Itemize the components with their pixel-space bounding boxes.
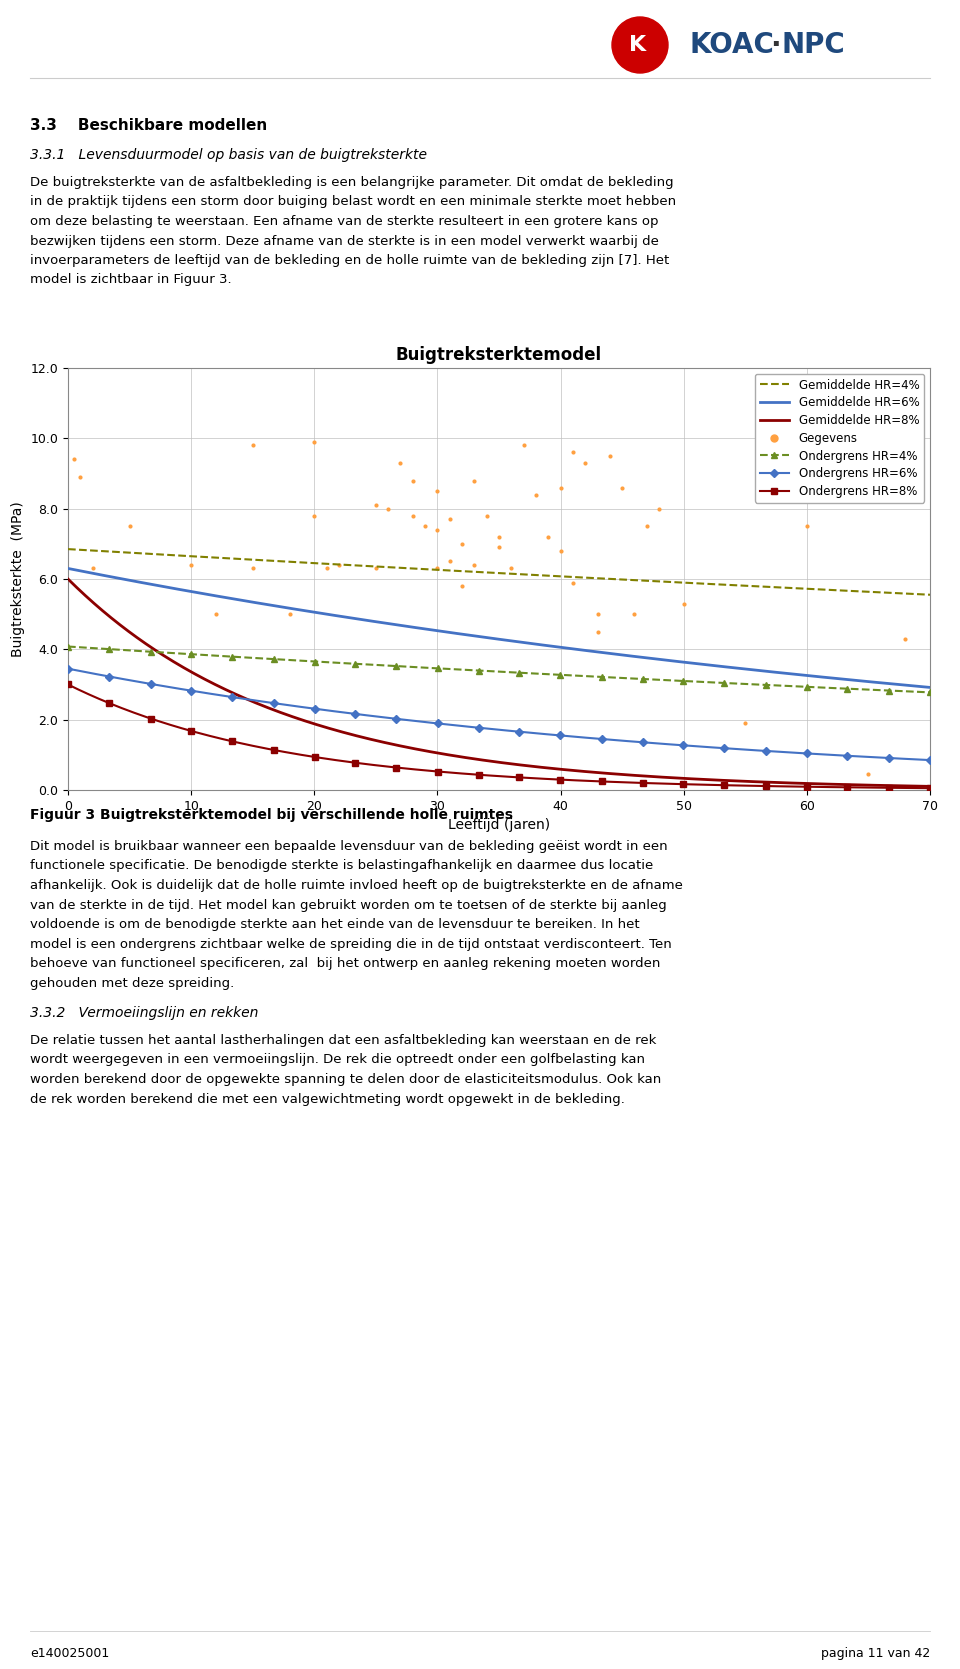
Point: [122, 512, 137, 539]
X-axis label: Leeftijd (jaren): Leeftijd (jaren): [448, 818, 550, 833]
Text: model is een ondergrens zichtbaar welke de spreiding die in de tijd ontstaat ver: model is een ondergrens zichtbaar welke …: [30, 938, 672, 951]
Point: [467, 551, 482, 577]
Text: De buigtreksterkte van de asfaltbekleding is een belangrijke parameter. Dit omda: De buigtreksterkte van de asfaltbekledin…: [30, 175, 674, 189]
Point: [589, 619, 605, 646]
Text: de rek worden berekend die met een valgewichtmeting wordt opgewekt in de bekledi: de rek worden berekend die met een valge…: [30, 1093, 625, 1105]
Point: [565, 439, 581, 466]
Point: [602, 442, 617, 469]
Point: [430, 556, 445, 582]
Point: [737, 709, 753, 736]
Point: [418, 512, 433, 539]
Text: 3.3    Beschikbare modellen: 3.3 Beschikbare modellen: [30, 118, 267, 134]
Text: KOAC: KOAC: [690, 32, 775, 58]
Point: [306, 429, 322, 456]
Title: Buigtreksterktemodel: Buigtreksterktemodel: [396, 345, 602, 364]
Text: wordt weergegeven in een vermoeiingslijn. De rek die optreedt onder een golfbela: wordt weergegeven in een vermoeiingslijn…: [30, 1053, 645, 1066]
Text: Dit model is bruikbaar wanneer een bepaalde levensduur van de bekleding geëist w: Dit model is bruikbaar wanneer een bepaa…: [30, 840, 667, 853]
Point: [516, 432, 531, 459]
Point: [405, 467, 420, 494]
Point: [652, 496, 667, 522]
Point: [492, 534, 507, 561]
Point: [319, 556, 334, 582]
Text: voldoende is om de benodigde sterkte aan het einde van de levensduur te bereiken: voldoende is om de benodigde sterkte aan…: [30, 918, 639, 931]
Point: [540, 524, 556, 551]
Point: [430, 477, 445, 504]
Point: [282, 601, 298, 628]
Point: [454, 572, 469, 599]
Point: [208, 601, 224, 628]
Point: [331, 551, 347, 577]
Point: [430, 516, 445, 542]
Point: [306, 502, 322, 529]
Point: [578, 449, 593, 476]
Text: De relatie tussen het aantal lastherhalingen dat een asfaltbekleding kan weersta: De relatie tussen het aantal lastherhali…: [30, 1035, 657, 1046]
Point: [528, 481, 543, 507]
Point: [898, 626, 913, 653]
Point: [553, 474, 568, 501]
Point: [565, 569, 581, 596]
Text: in de praktijk tijdens een storm door buiging belast wordt en een minimale sterk: in de praktijk tijdens een storm door bu…: [30, 195, 676, 209]
Point: [405, 502, 420, 529]
Point: [504, 556, 519, 582]
Point: [799, 512, 814, 539]
Text: NPC: NPC: [782, 32, 846, 58]
Text: behoeve van functioneel specificeren, zal  bij het ontwerp en aanleg rekening mo: behoeve van functioneel specificeren, za…: [30, 956, 660, 970]
Point: [553, 537, 568, 564]
Point: [627, 601, 642, 628]
Text: bezwijken tijdens een storm. Deze afname van de sterkte is in een model verwerkt: bezwijken tijdens een storm. Deze afname…: [30, 235, 659, 247]
Text: invoerparameters de leeftijd van de bekleding en de holle ruimte van de bekledin: invoerparameters de leeftijd van de bekl…: [30, 254, 669, 267]
Text: functionele specificatie. De benodigde sterkte is belastingafhankelijk en daarme: functionele specificatie. De benodigde s…: [30, 860, 653, 873]
Point: [639, 512, 655, 539]
Legend: Gemiddelde HR=4%, Gemiddelde HR=6%, Gemiddelde HR=8%, Gegevens, Ondergrens HR=4%: Gemiddelde HR=4%, Gemiddelde HR=6%, Gemi…: [755, 374, 924, 502]
Y-axis label: Buigtreksterkte  (MPa): Buigtreksterkte (MPa): [11, 501, 25, 658]
Text: gehouden met deze spreiding.: gehouden met deze spreiding.: [30, 976, 234, 990]
Point: [861, 761, 876, 788]
Text: K: K: [630, 35, 647, 55]
Point: [393, 449, 408, 476]
Point: [369, 556, 384, 582]
Text: worden berekend door de opgewekte spanning te delen door de elasticiteitsmodulus: worden berekend door de opgewekte spanni…: [30, 1073, 661, 1087]
Point: [183, 551, 199, 577]
Text: om deze belasting te weerstaan. Een afname van de sterkte resulteert in een grot: om deze belasting te weerstaan. Een afna…: [30, 215, 659, 229]
Point: [84, 556, 100, 582]
Point: [245, 432, 260, 459]
Text: ·: ·: [770, 32, 780, 58]
Point: [467, 467, 482, 494]
Point: [66, 446, 82, 472]
Point: [492, 524, 507, 551]
Point: [614, 474, 630, 501]
Point: [442, 547, 457, 574]
Point: [676, 591, 691, 618]
Point: [589, 601, 605, 628]
Point: [380, 496, 396, 522]
Point: [73, 464, 88, 491]
Text: afhankelijk. Ook is duidelijk dat de holle ruimte invloed heeft op de buigtrekst: afhankelijk. Ook is duidelijk dat de hol…: [30, 880, 683, 891]
Text: van de sterkte in de tijd. Het model kan gebruikt worden om te toetsen of de ste: van de sterkte in de tijd. Het model kan…: [30, 898, 667, 911]
Point: [454, 531, 469, 557]
Point: [245, 556, 260, 582]
Text: 3.3.1   Levensduurmodel op basis van de buigtreksterkte: 3.3.1 Levensduurmodel op basis van de bu…: [30, 149, 427, 162]
Text: pagina 11 van 42: pagina 11 van 42: [821, 1647, 930, 1661]
Text: e140025001: e140025001: [30, 1647, 109, 1661]
Point: [369, 492, 384, 519]
Text: Figuur 3 Buigtreksterktemodel bij verschillende holle ruimtes: Figuur 3 Buigtreksterktemodel bij versch…: [30, 808, 513, 823]
Circle shape: [612, 17, 668, 73]
Text: 3.3.2   Vermoeiingslijn en rekken: 3.3.2 Vermoeiingslijn en rekken: [30, 1006, 258, 1020]
Text: model is zichtbaar in Figuur 3.: model is zichtbaar in Figuur 3.: [30, 274, 231, 287]
Point: [442, 506, 457, 532]
Point: [479, 502, 494, 529]
